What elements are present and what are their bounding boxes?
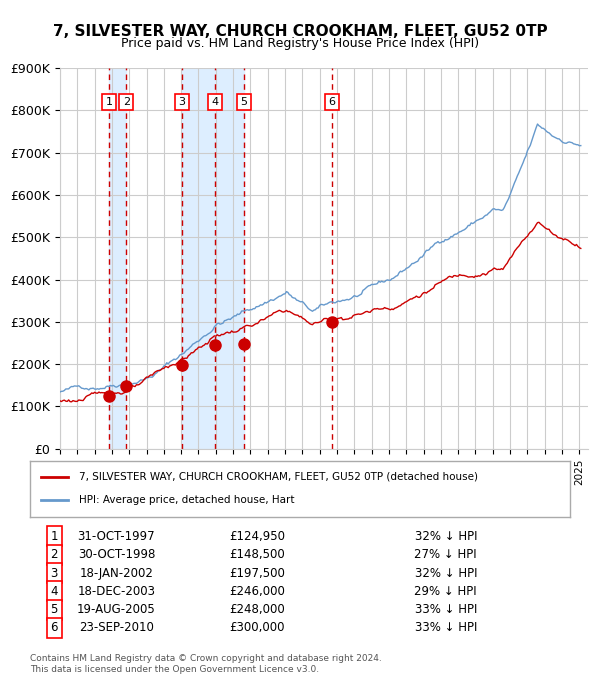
Bar bbox=[182, 68, 244, 449]
Text: 32% ↓ HPI: 32% ↓ HPI bbox=[415, 530, 477, 543]
Text: 31-OCT-1997: 31-OCT-1997 bbox=[77, 530, 155, 543]
Text: Contains HM Land Registry data © Crown copyright and database right 2024.: Contains HM Land Registry data © Crown c… bbox=[30, 654, 382, 663]
Text: 19-AUG-2005: 19-AUG-2005 bbox=[77, 603, 156, 616]
Text: 6: 6 bbox=[329, 97, 335, 107]
Text: 32% ↓ HPI: 32% ↓ HPI bbox=[415, 566, 477, 579]
Text: 33% ↓ HPI: 33% ↓ HPI bbox=[415, 622, 477, 634]
Text: £197,500: £197,500 bbox=[229, 566, 285, 579]
Bar bbox=[109, 68, 127, 449]
Text: 23-SEP-2010: 23-SEP-2010 bbox=[79, 622, 154, 634]
Text: 4: 4 bbox=[212, 97, 218, 107]
Text: 6: 6 bbox=[50, 622, 58, 634]
Text: 18-DEC-2003: 18-DEC-2003 bbox=[77, 585, 155, 598]
Text: £248,000: £248,000 bbox=[229, 603, 284, 616]
Text: 3: 3 bbox=[50, 566, 58, 579]
Text: 5: 5 bbox=[50, 603, 58, 616]
Text: HPI: Average price, detached house, Hart: HPI: Average price, detached house, Hart bbox=[79, 495, 294, 505]
Text: 33% ↓ HPI: 33% ↓ HPI bbox=[415, 603, 477, 616]
Text: £300,000: £300,000 bbox=[229, 622, 284, 634]
Text: 4: 4 bbox=[50, 585, 58, 598]
Text: 3: 3 bbox=[178, 97, 185, 107]
Text: 29% ↓ HPI: 29% ↓ HPI bbox=[415, 585, 477, 598]
Text: 27% ↓ HPI: 27% ↓ HPI bbox=[415, 548, 477, 561]
Text: 5: 5 bbox=[241, 97, 248, 107]
Text: £246,000: £246,000 bbox=[229, 585, 285, 598]
Text: 1: 1 bbox=[106, 97, 112, 107]
Text: 18-JAN-2002: 18-JAN-2002 bbox=[79, 566, 154, 579]
Text: 30-OCT-1998: 30-OCT-1998 bbox=[78, 548, 155, 561]
Text: Price paid vs. HM Land Registry's House Price Index (HPI): Price paid vs. HM Land Registry's House … bbox=[121, 37, 479, 50]
Text: This data is licensed under the Open Government Licence v3.0.: This data is licensed under the Open Gov… bbox=[30, 665, 319, 674]
Text: 2: 2 bbox=[50, 548, 58, 561]
Text: £148,500: £148,500 bbox=[229, 548, 284, 561]
Text: 1: 1 bbox=[50, 530, 58, 543]
Text: 7, SILVESTER WAY, CHURCH CROOKHAM, FLEET, GU52 0TP (detached house): 7, SILVESTER WAY, CHURCH CROOKHAM, FLEET… bbox=[79, 472, 478, 481]
Text: 7, SILVESTER WAY, CHURCH CROOKHAM, FLEET, GU52 0TP: 7, SILVESTER WAY, CHURCH CROOKHAM, FLEET… bbox=[53, 24, 547, 39]
Text: 2: 2 bbox=[123, 97, 130, 107]
Text: £124,950: £124,950 bbox=[229, 530, 285, 543]
